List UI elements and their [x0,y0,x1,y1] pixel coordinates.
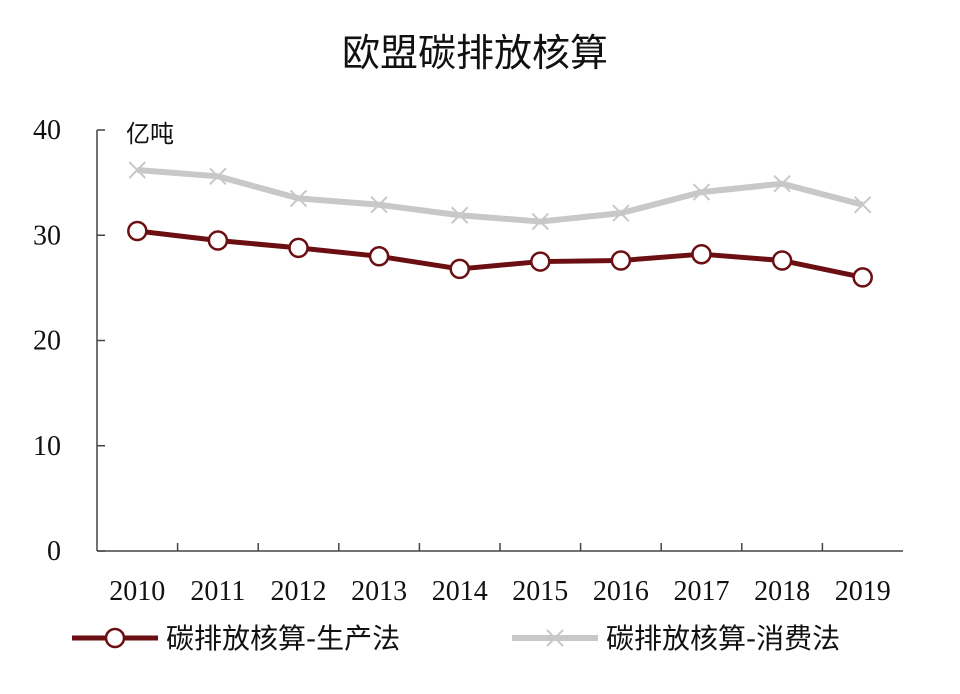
y-ticks: 0 10 20 30 40 [33,115,105,567]
legend-marker [104,627,126,649]
data-point [771,250,793,271]
y-tick-label: 30 [33,220,61,251]
data-point [853,196,872,214]
legend-item-0: 碳排放核算-生产法 [72,622,400,655]
x-tick-label: 2017 [674,576,730,607]
data-point [450,206,469,224]
x-tick-label: 2018 [754,576,810,607]
legend: 碳排放核算-生产法 碳排放核算-消费法 [72,622,840,655]
data-point [692,183,711,201]
x-tick-label: 2019 [835,576,891,607]
data-point [127,220,148,242]
data-point [531,212,550,231]
chart-title: 欧盟碳排放核算 [342,31,608,75]
legend-marker [546,629,564,647]
x-tick-label: 2010 [109,576,165,607]
y-tick-label: 0 [47,536,61,567]
series-1 [128,161,872,231]
series-0 [127,220,873,288]
data-point [449,258,470,280]
series-line [137,228,864,280]
data-point [288,237,309,259]
data-point [207,230,229,251]
data-point [368,246,390,267]
x-tick-label: 2011 [190,576,245,607]
data-point [370,196,388,214]
x-tick-label: 2016 [593,576,649,607]
x-tick-label: 2014 [432,576,488,607]
x-tick-label: 2015 [512,576,568,607]
y-tick-label: 20 [33,326,61,357]
data-point [773,174,791,193]
data-point [852,267,873,288]
series-layer [127,161,873,288]
legend-item-1: 碳排放核算-消费法 [512,622,840,655]
series-line [137,167,864,225]
legend-label: 碳排放核算-消费法 [606,622,840,655]
y-tick-label: 10 [33,431,61,462]
data-point [610,250,632,271]
x-ticks: 2010 2011 2012 2013 2014 2015 2016 2017 2018 2019 [109,543,891,607]
data-point [209,167,227,186]
legend-label: 碳排放核算-生产法 [166,622,400,655]
y-unit-label: 亿吨 [126,120,174,148]
data-point [289,189,308,208]
data-point [530,251,551,272]
y-tick-label: 40 [33,115,61,146]
x-tick-label: 2013 [351,576,407,607]
data-point [691,243,712,265]
data-point [128,161,147,179]
data-point [612,204,630,222]
x-tick-label: 2012 [271,576,327,607]
